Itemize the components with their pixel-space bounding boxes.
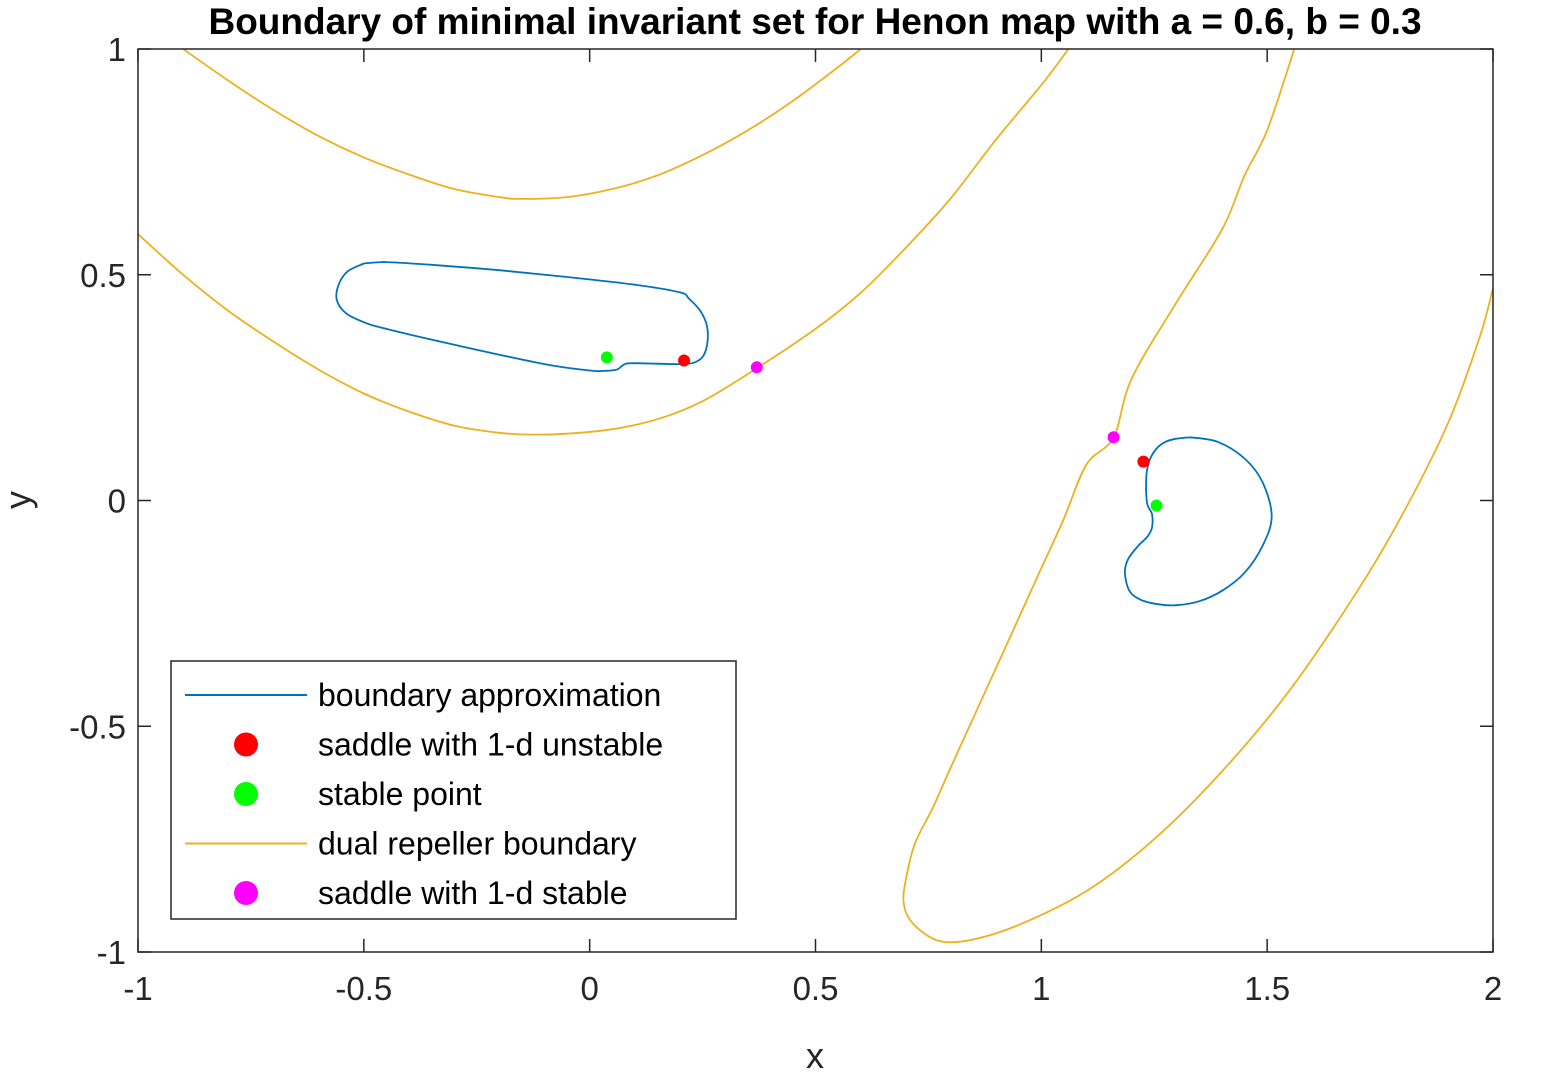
saddle-with-1-d-unstable-point-1	[678, 354, 691, 367]
x-axis-label: x	[806, 1035, 824, 1075]
x-tick-label: 0	[580, 970, 598, 1007]
saddle-with-1-d-stable-point-1	[750, 361, 763, 374]
saddle-with-1-d-unstable-point-2	[1137, 455, 1150, 468]
stable-point-point-1	[600, 351, 613, 364]
ticks-layer: -1 -0.5 0 0.5 1 1.5 2 -1 -0.5 0 0.5 1	[69, 31, 1502, 1007]
x-tick-label: 0.5	[793, 970, 839, 1007]
legend-entry-saddle-with-1-d-stable: saddle with 1-d stable	[318, 875, 628, 911]
y-tick-label: 0.5	[80, 257, 126, 294]
y-tick-label: -1	[97, 934, 126, 971]
legend-entry-saddle-with-1-d-unstable: saddle with 1-d unstable	[318, 727, 663, 763]
x-tick-label: -0.5	[335, 970, 392, 1007]
dual-repeller-boundary-curve-3	[902, 49, 1493, 944]
legend-entry-dual-repeller-boundary: dual repeller boundary	[318, 826, 636, 862]
x-tick-label: -1	[123, 970, 152, 1007]
y-axis-label: y	[0, 491, 38, 509]
legend-entry-boundary-approximation: boundary approximation	[318, 677, 661, 713]
y-tick-label: -0.5	[69, 708, 126, 745]
legend-entry-stable-point: stable point	[318, 776, 482, 812]
stable-point-point-2	[1150, 499, 1163, 512]
legend-swatch-saddle-with-1-d-stable	[234, 881, 258, 905]
legend-swatch-stable-point	[234, 782, 258, 806]
y-tick-label: 1	[108, 31, 126, 68]
dual-repeller-boundary-curve-2	[138, 49, 1070, 436]
chart-title: Boundary of minimal invariant set for He…	[208, 1, 1421, 42]
boundary-approximation-curve-1	[335, 261, 709, 373]
x-tick-label: 1	[1032, 970, 1050, 1007]
x-tick-label: 2	[1484, 970, 1502, 1007]
saddle-with-1-d-stable-point-2	[1107, 431, 1120, 444]
legend-box	[170, 660, 737, 920]
y-tick-label: 0	[108, 483, 126, 520]
series-layer	[138, 49, 1493, 944]
legend-swatch-saddle-with-1-d-unstable	[234, 732, 258, 757]
legend: boundary approximation saddle with 1-d un…	[170, 660, 737, 920]
dual-repeller-boundary-curve-1	[182, 49, 862, 200]
x-tick-label: 1.5	[1244, 970, 1290, 1007]
